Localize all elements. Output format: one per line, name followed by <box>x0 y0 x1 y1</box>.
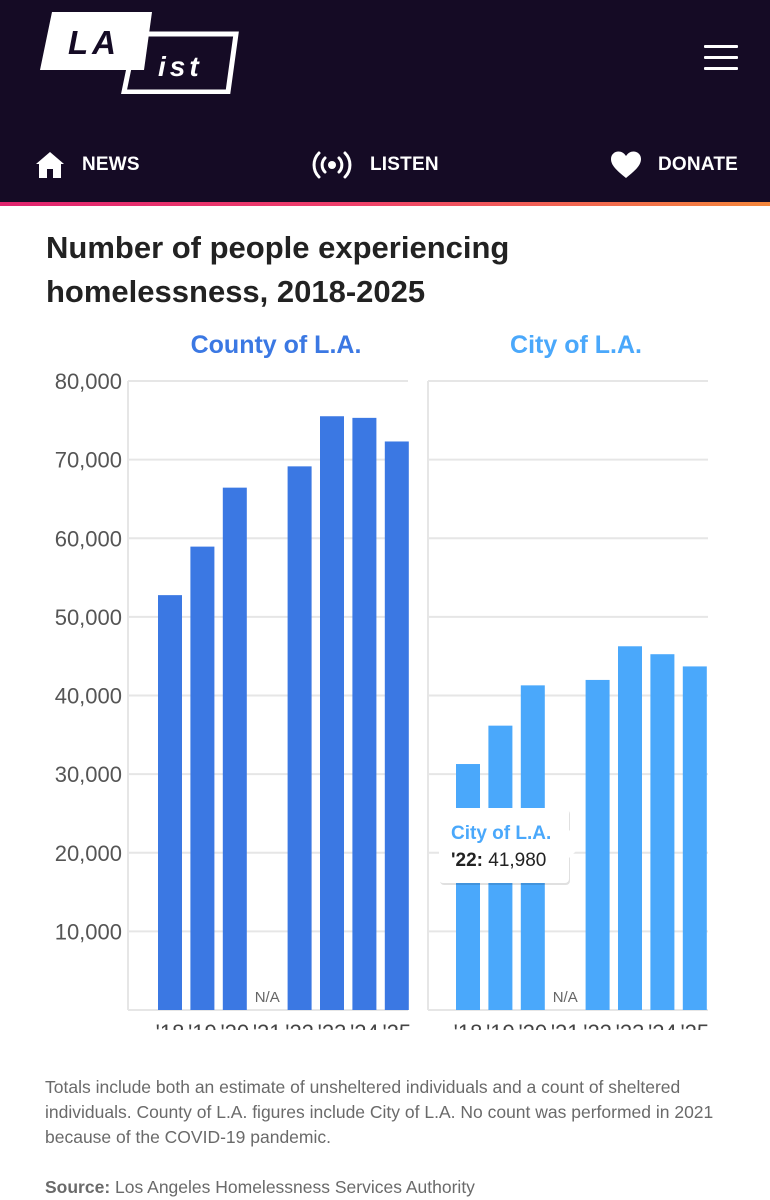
tooltip-value-line: '22: 41,980 <box>451 850 546 871</box>
y-tick-label: 10,000 <box>55 919 122 944</box>
chart-note: Totals include both an estimate of unshe… <box>45 1077 714 1147</box>
y-tick-label: 60,000 <box>55 526 122 551</box>
y-tick-label: 20,000 <box>55 841 122 866</box>
x-tick-label: '24 <box>350 1020 379 1030</box>
series-title: City of L.A. <box>510 331 642 359</box>
bar <box>682 666 707 1010</box>
nav-donate-label: DONATE <box>658 154 739 175</box>
x-tick-label: '21 <box>551 1020 580 1030</box>
bar <box>190 546 215 1010</box>
x-tick-label: '23 <box>616 1020 645 1030</box>
hamburger-menu-icon[interactable] <box>704 44 738 72</box>
x-tick-label: '20 <box>220 1020 249 1030</box>
bar <box>650 654 675 1010</box>
x-tick-label: '19 <box>486 1020 515 1030</box>
y-tick-label: 70,000 <box>55 448 122 473</box>
x-tick-label: '18 <box>454 1020 483 1030</box>
x-tick-label: '23 <box>318 1020 347 1030</box>
tooltip-category: '22: <box>451 850 483 871</box>
x-tick-label: '22 <box>583 1020 612 1030</box>
y-tick-label: 50,000 <box>55 605 122 630</box>
bar <box>352 417 377 1011</box>
home-icon <box>36 152 64 178</box>
x-tick-label: '21 <box>253 1020 282 1030</box>
chart-source: Source: Los Angeles Homelessness Service… <box>45 1175 475 1200</box>
na-label: N/A <box>553 989 578 1006</box>
bar <box>618 646 642 1010</box>
x-tick-label: '25 <box>680 1020 709 1030</box>
x-tick-label: '18 <box>156 1020 185 1030</box>
homelessness-bar-chart: 10,000 20,000 30,000 40,000 50,000 60,000 70,0… <box>55 331 709 1030</box>
bar <box>222 487 247 1010</box>
logo-la-text: LA <box>68 24 120 61</box>
series-title: County of L.A. <box>191 331 362 359</box>
bar <box>384 441 409 1010</box>
y-tick-label: 80,000 <box>55 369 122 394</box>
tooltip-pointer <box>569 830 583 858</box>
laist-logo[interactable]: LA ist <box>40 12 240 94</box>
nav-donate[interactable]: DONATE <box>610 140 738 190</box>
tooltip-value: 41,980 <box>483 850 546 871</box>
chart-title: Number of people experiencing homelessne… <box>46 230 510 309</box>
x-tick-label: '20 <box>518 1020 547 1030</box>
site-header: LA ist NEWS LISTEN DONATE <box>0 0 770 202</box>
broadcast-icon <box>312 151 352 179</box>
na-label: N/A <box>255 989 280 1006</box>
source-text: Los Angeles Homelessness Services Author… <box>115 1177 475 1197</box>
nav-news-label: NEWS <box>82 154 140 175</box>
bar <box>585 679 610 1010</box>
logo-ist-text: ist <box>158 51 203 82</box>
nav-news[interactable]: NEWS <box>34 140 140 190</box>
bar <box>320 416 344 1010</box>
nav-listen[interactable]: LISTEN <box>310 140 439 190</box>
x-tick-label: '19 <box>188 1020 217 1030</box>
y-tick-label: 40,000 <box>55 684 122 709</box>
x-tick-label: '22 <box>285 1020 314 1030</box>
header-gradient-divider <box>0 202 770 206</box>
source-label: Source: <box>45 1177 111 1197</box>
y-tick-label: 30,000 <box>55 762 122 787</box>
nav-listen-label: LISTEN <box>370 154 439 175</box>
tooltip-box <box>439 808 569 883</box>
x-tick-label: '24 <box>648 1020 677 1030</box>
heart-icon <box>611 151 641 178</box>
bar <box>456 764 480 1010</box>
tooltip-series: City of L.A. <box>451 823 551 844</box>
bar <box>158 595 182 1010</box>
bar <box>287 466 312 1010</box>
x-tick-label: '25 <box>382 1020 411 1030</box>
